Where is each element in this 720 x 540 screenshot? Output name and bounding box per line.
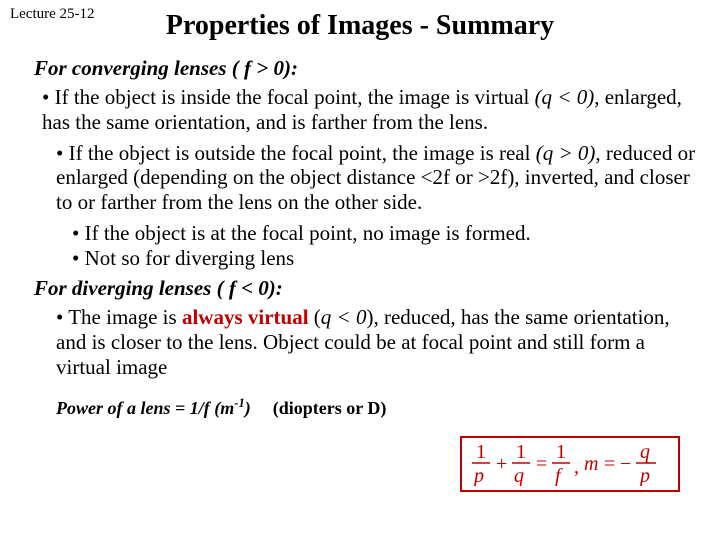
section-diverging: For diverging lenses ( f < 0): bbox=[34, 276, 704, 301]
svg-text:q: q bbox=[640, 441, 650, 463]
text: • If the object is inside the focal poin… bbox=[42, 85, 535, 109]
text: • If the object is outside the focal poi… bbox=[56, 141, 536, 165]
svg-text:1: 1 bbox=[516, 441, 526, 463]
svg-text:p: p bbox=[472, 465, 484, 486]
svg-text:−: − bbox=[620, 453, 631, 475]
bullet-not-so: • Not so for diverging lens bbox=[72, 246, 704, 271]
svg-text:1: 1 bbox=[556, 441, 566, 463]
svg-text:1: 1 bbox=[476, 441, 486, 463]
bullet-outside-focal: • If the object is outside the focal poi… bbox=[56, 141, 704, 215]
svg-text:m: m bbox=[584, 453, 598, 475]
lens-formula-box: 1 p + 1 q = 1 f , m = bbox=[460, 436, 680, 492]
svg-text:=: = bbox=[604, 453, 615, 475]
bullet-inside-focal: • If the object is inside the focal poin… bbox=[42, 85, 704, 135]
power-text-a: Power of a lens = 1/f (m bbox=[56, 398, 234, 418]
svg-text:q: q bbox=[514, 465, 524, 486]
section-converging: For converging lenses ( f > 0): bbox=[34, 56, 704, 81]
diopters-label: (diopters or D) bbox=[273, 398, 387, 418]
page-title: Properties of Images - Summary bbox=[16, 10, 704, 42]
bullet-at-focal: • If the object is at the focal point, n… bbox=[72, 221, 704, 246]
svg-text:p: p bbox=[638, 465, 650, 486]
q-lt-zero-2: q < 0 bbox=[321, 305, 367, 329]
lecture-label: Lecture 25-12 bbox=[10, 6, 95, 23]
power-line: Power of a lens = 1/f (m-1) (diopters or… bbox=[16, 386, 704, 419]
power-of-lens: Power of a lens = 1/f (m-1) bbox=[56, 396, 251, 419]
always-virtual: always virtual bbox=[182, 305, 309, 329]
q-lt-zero: (q < 0) bbox=[535, 85, 595, 109]
lens-formula: 1 p + 1 q = 1 f , m = bbox=[470, 440, 670, 486]
q-gt-zero: (q > 0) bbox=[536, 141, 596, 165]
bullet-diverging: • The image is always virtual (q < 0), r… bbox=[56, 305, 704, 379]
power-exp: -1 bbox=[234, 396, 245, 410]
svg-text:,: , bbox=[574, 456, 579, 478]
text-b: ( bbox=[309, 305, 321, 329]
svg-text:f: f bbox=[555, 465, 563, 486]
text-a: • The image is bbox=[56, 305, 182, 329]
svg-text:=: = bbox=[536, 453, 547, 475]
power-text-b: ) bbox=[245, 398, 251, 418]
svg-text:+: + bbox=[496, 453, 507, 475]
